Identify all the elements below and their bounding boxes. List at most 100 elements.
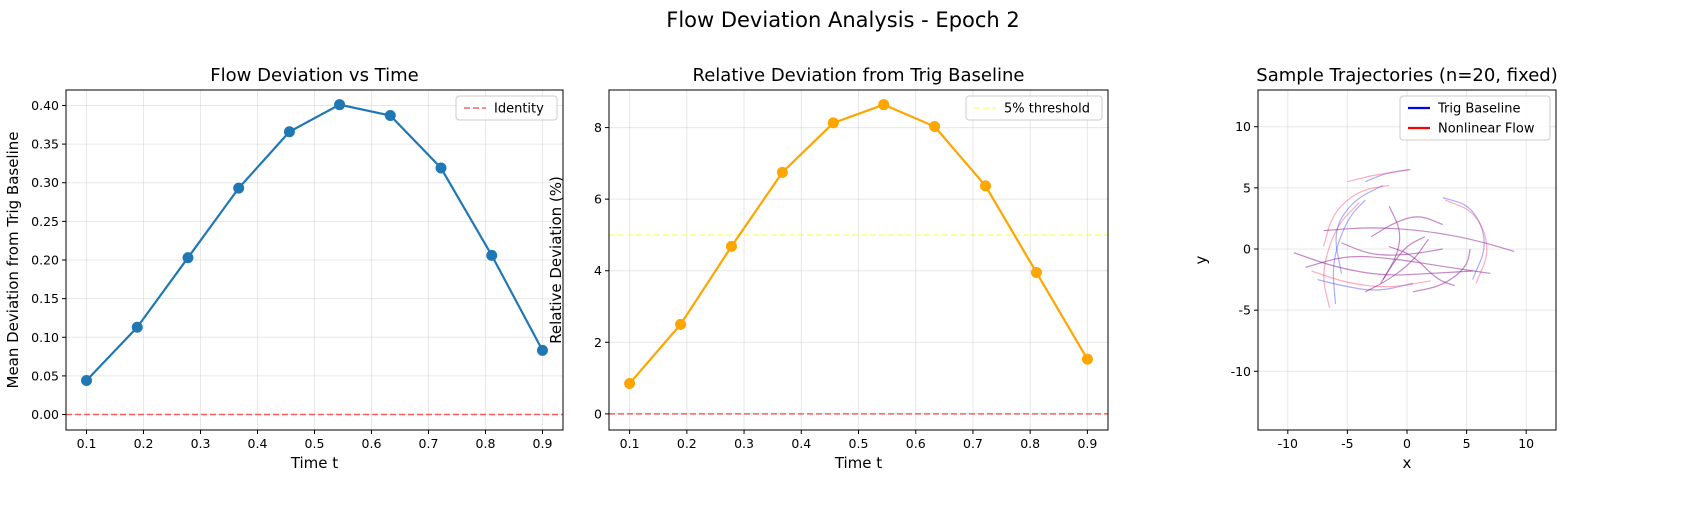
- data-point: [827, 117, 839, 129]
- y-tick-label: 10: [1235, 119, 1251, 134]
- legend-label: Identity: [494, 102, 544, 117]
- y-tick-label: 5: [1243, 180, 1251, 195]
- x-tick-label: 0: [1403, 436, 1411, 451]
- x-tick-label: 0.9: [1077, 436, 1097, 451]
- x-tick-label: 0.1: [620, 436, 640, 451]
- data-point: [1030, 267, 1042, 279]
- y-tick-label: -10: [1231, 364, 1251, 379]
- legend-box: [965, 95, 1103, 121]
- axes-frame: [1257, 89, 1557, 431]
- data-point: [384, 110, 396, 121]
- y-tick-label: 6: [594, 192, 602, 207]
- trajectory-curve: [1317, 278, 1414, 291]
- data-point: [81, 375, 93, 387]
- x-tick-label: 0.8: [1020, 436, 1040, 451]
- data-point: [182, 252, 194, 264]
- y-tick-label: 0.20: [31, 253, 59, 268]
- trajectory-curve: [1322, 184, 1390, 247]
- x-tick-label: 5: [1463, 436, 1471, 451]
- x-tick-label: 0.7: [963, 436, 983, 451]
- y-axis-label: Relative Deviation (%): [547, 176, 565, 344]
- y-tick-label: 0.10: [31, 330, 59, 345]
- y-tick-label: 0.30: [31, 175, 59, 190]
- trajectory-curve: [1365, 238, 1429, 293]
- x-tick-label: 0.2: [677, 436, 697, 451]
- trajectory-curve: [1347, 168, 1411, 183]
- trajectory-curve: [1412, 248, 1471, 293]
- y-axis-label: Mean Deviation from Trig Baseline: [4, 131, 22, 388]
- data-point: [776, 166, 788, 178]
- x-tick-label: 0.2: [134, 436, 154, 451]
- panel-title: Flow Deviation vs Time: [210, 65, 418, 86]
- data-point: [283, 126, 295, 138]
- data-point: [233, 182, 245, 194]
- panel-relative-deviation: 0.1 0.2 0.3 0.4 0.5 0.6 0.7 0.8 0.9 0 2 4 6 8 Relative…: [547, 65, 1109, 472]
- y-tick-label: 0.25: [31, 214, 59, 229]
- trajectory-curve: [1388, 245, 1455, 287]
- panel-sample-trajectories: -10 -5 0 5 10 -10 -5 0 5 10 Sample Trajectories (n…: [1192, 65, 1558, 472]
- trajectory-curve: [1305, 255, 1491, 275]
- axes-frame: [608, 89, 1109, 431]
- trajectory-curve: [1442, 197, 1485, 280]
- series-line: [85, 103, 544, 382]
- data-point: [980, 180, 992, 192]
- y-tick-label: 4: [594, 263, 602, 278]
- x-tick-label: 0.3: [191, 436, 211, 451]
- data-point: [675, 318, 687, 330]
- data-point: [131, 321, 143, 333]
- x-tick-label: 0.1: [77, 436, 97, 451]
- data-point: [624, 377, 636, 389]
- x-axis-label: x: [1403, 454, 1412, 472]
- x-tick-label: 0.7: [419, 436, 439, 451]
- y-tick-label: 0: [1243, 241, 1251, 256]
- panel-title: Relative Deviation from Trig Baseline: [693, 65, 1025, 86]
- figure-title: Flow Deviation Analysis - Epoch 2: [666, 8, 1020, 32]
- x-tick-label: 10: [1518, 436, 1534, 451]
- x-tick-label: 0.8: [476, 436, 496, 451]
- legend-label: 5% threshold: [1004, 102, 1090, 117]
- data-point: [725, 240, 737, 252]
- data-point: [1081, 353, 1093, 365]
- x-tick-label: 0.5: [305, 436, 325, 451]
- legend-label: Trig Baseline: [1437, 102, 1521, 117]
- data-point: [536, 344, 548, 356]
- axes-frame: [65, 89, 564, 431]
- x-tick-label: -10: [1278, 436, 1298, 451]
- y-tick-label: 0.00: [31, 407, 59, 422]
- trajectory-curve: [1293, 252, 1473, 276]
- x-tick-label: -5: [1341, 436, 1353, 451]
- x-tick-label: 0.6: [362, 436, 382, 451]
- legend: Identity: [455, 95, 558, 121]
- legend: Trig Baseline Nonlinear Flow: [1399, 95, 1551, 141]
- data-point: [878, 99, 890, 111]
- trajectory-curve: [1365, 168, 1410, 183]
- trajectory-curve: [1370, 216, 1443, 238]
- legend-label: Nonlinear Flow: [1438, 122, 1535, 137]
- y-axis-label: y: [1192, 255, 1210, 264]
- y-tick-label: 0.05: [31, 368, 59, 383]
- y-tick-label: 2: [594, 335, 602, 350]
- y-tick-label: 0.35: [31, 137, 59, 152]
- y-tick-label: 8: [594, 120, 602, 135]
- x-tick-label: 0.4: [248, 436, 268, 451]
- x-tick-label: 0.3: [734, 436, 754, 451]
- data-point: [929, 121, 941, 133]
- y-tick-label: -5: [1239, 303, 1251, 318]
- x-axis-label: Time t: [290, 454, 338, 472]
- legend-box: [455, 95, 558, 121]
- x-tick-label: 0.4: [791, 436, 811, 451]
- data-point: [435, 162, 447, 174]
- panel-flow-deviation: 0.1 0.2 0.3 0.4 0.5 0.6 0.7 0.8 0.9 0.00 0.05 0.10 0…: [4, 65, 564, 472]
- legend-box: [1399, 95, 1551, 141]
- data-point: [334, 99, 346, 111]
- x-axis-label: Time t: [834, 454, 882, 472]
- series-line: [628, 103, 1089, 385]
- trajectory-curve: [1382, 205, 1401, 280]
- panel-title: Sample Trajectories (n=20, fixed): [1256, 65, 1557, 86]
- y-tick-label: 0.40: [31, 98, 59, 113]
- legend: 5% threshold: [965, 95, 1103, 121]
- x-tick-label: 0.9: [533, 436, 553, 451]
- trajectory-curve: [1323, 227, 1515, 253]
- trajectory-curve: [1444, 199, 1488, 284]
